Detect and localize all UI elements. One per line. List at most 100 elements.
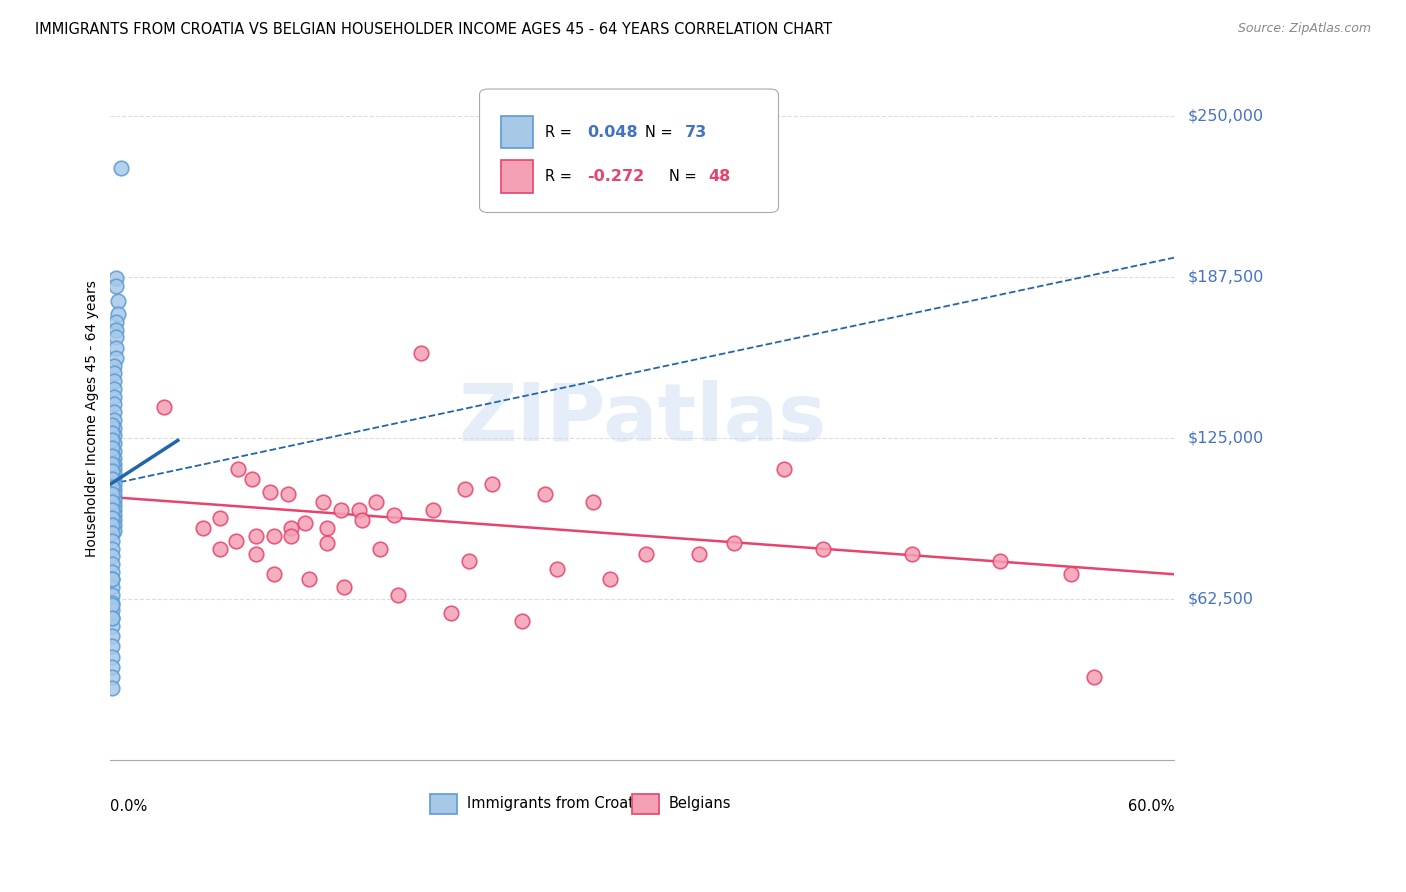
Point (457, 554, 479, 568)
Point (259, 484, 281, 499)
Text: 0.0%: 0.0% (111, 798, 148, 814)
Point (101, 619, 124, 633)
Point (103, 428, 125, 442)
Point (245, 529, 267, 543)
Point (104, 341, 127, 355)
Point (101, 495, 124, 509)
Text: $250,000: $250,000 (1188, 109, 1264, 124)
Point (103, 518, 125, 533)
FancyBboxPatch shape (479, 89, 779, 212)
Text: 0.048: 0.048 (586, 125, 637, 139)
Y-axis label: Householder Income Ages 45 - 64 years: Householder Income Ages 45 - 64 years (86, 280, 100, 557)
Point (312, 495, 335, 509)
Point (634, 547, 657, 561)
Point (104, 279, 127, 293)
Point (103, 413, 125, 427)
Point (582, 495, 605, 509)
Point (104, 351, 127, 365)
Point (103, 374, 125, 388)
Bar (501, 116, 533, 148)
Point (990, 554, 1012, 568)
Point (409, 346, 432, 360)
Point (101, 611, 124, 625)
Point (191, 521, 214, 535)
Point (387, 588, 409, 602)
Point (101, 611, 124, 625)
Point (294, 516, 316, 530)
Point (688, 547, 710, 561)
Point (901, 547, 924, 561)
Point (280, 529, 302, 543)
Point (103, 508, 125, 522)
Bar (430, 794, 457, 814)
Text: 73: 73 (685, 125, 707, 139)
Point (101, 510, 124, 524)
Point (103, 405, 125, 419)
Point (382, 508, 405, 522)
Point (101, 480, 124, 494)
Point (101, 503, 124, 517)
Point (103, 503, 125, 517)
Text: Belgians: Belgians (669, 797, 731, 812)
Point (103, 467, 125, 481)
Point (107, 307, 129, 321)
Point (103, 524, 125, 538)
Bar (501, 160, 533, 193)
Point (103, 483, 125, 497)
Point (103, 513, 125, 527)
Point (347, 503, 370, 517)
Point (422, 503, 444, 517)
Point (298, 573, 321, 587)
Point (110, 161, 132, 175)
Point (103, 492, 125, 507)
Point (723, 536, 745, 550)
Point (101, 598, 124, 612)
Text: IMMIGRANTS FROM CROATIA VS BELGIAN HOUSEHOLDER INCOME AGES 45 - 64 YEARS CORRELA: IMMIGRANTS FROM CROATIA VS BELGIAN HOUSE… (35, 22, 832, 37)
Point (315, 521, 337, 535)
Point (101, 640, 124, 654)
Point (104, 323, 127, 337)
Text: N =: N = (645, 125, 678, 139)
Point (103, 457, 125, 471)
Point (101, 526, 124, 541)
Text: $62,500: $62,500 (1188, 591, 1254, 607)
Point (245, 547, 267, 561)
Point (599, 573, 621, 587)
Point (101, 417, 124, 432)
Point (103, 390, 125, 404)
Point (368, 541, 391, 556)
Text: 60.0%: 60.0% (1128, 798, 1174, 814)
Point (773, 461, 796, 475)
Point (101, 588, 124, 602)
Point (103, 498, 125, 512)
Point (263, 567, 285, 582)
Point (103, 367, 125, 381)
Point (101, 464, 124, 478)
Point (440, 606, 463, 620)
Point (101, 533, 124, 548)
Point (103, 436, 125, 450)
Point (366, 495, 388, 509)
Point (454, 483, 477, 497)
Bar (631, 794, 659, 814)
Point (101, 580, 124, 594)
Text: R =: R = (546, 125, 576, 139)
Point (103, 477, 125, 491)
Point (101, 603, 124, 617)
Point (329, 503, 352, 517)
Point (104, 330, 127, 344)
Point (101, 660, 124, 674)
Point (103, 461, 125, 475)
Point (1060, 567, 1083, 582)
Point (104, 271, 127, 285)
Point (101, 670, 124, 684)
Point (240, 472, 263, 486)
Point (101, 518, 124, 533)
Point (101, 681, 124, 695)
Point (277, 487, 299, 501)
Point (104, 315, 127, 329)
Point (101, 441, 124, 455)
Point (101, 541, 124, 556)
Point (101, 629, 124, 643)
Text: Source: ZipAtlas.com: Source: ZipAtlas.com (1237, 22, 1371, 36)
